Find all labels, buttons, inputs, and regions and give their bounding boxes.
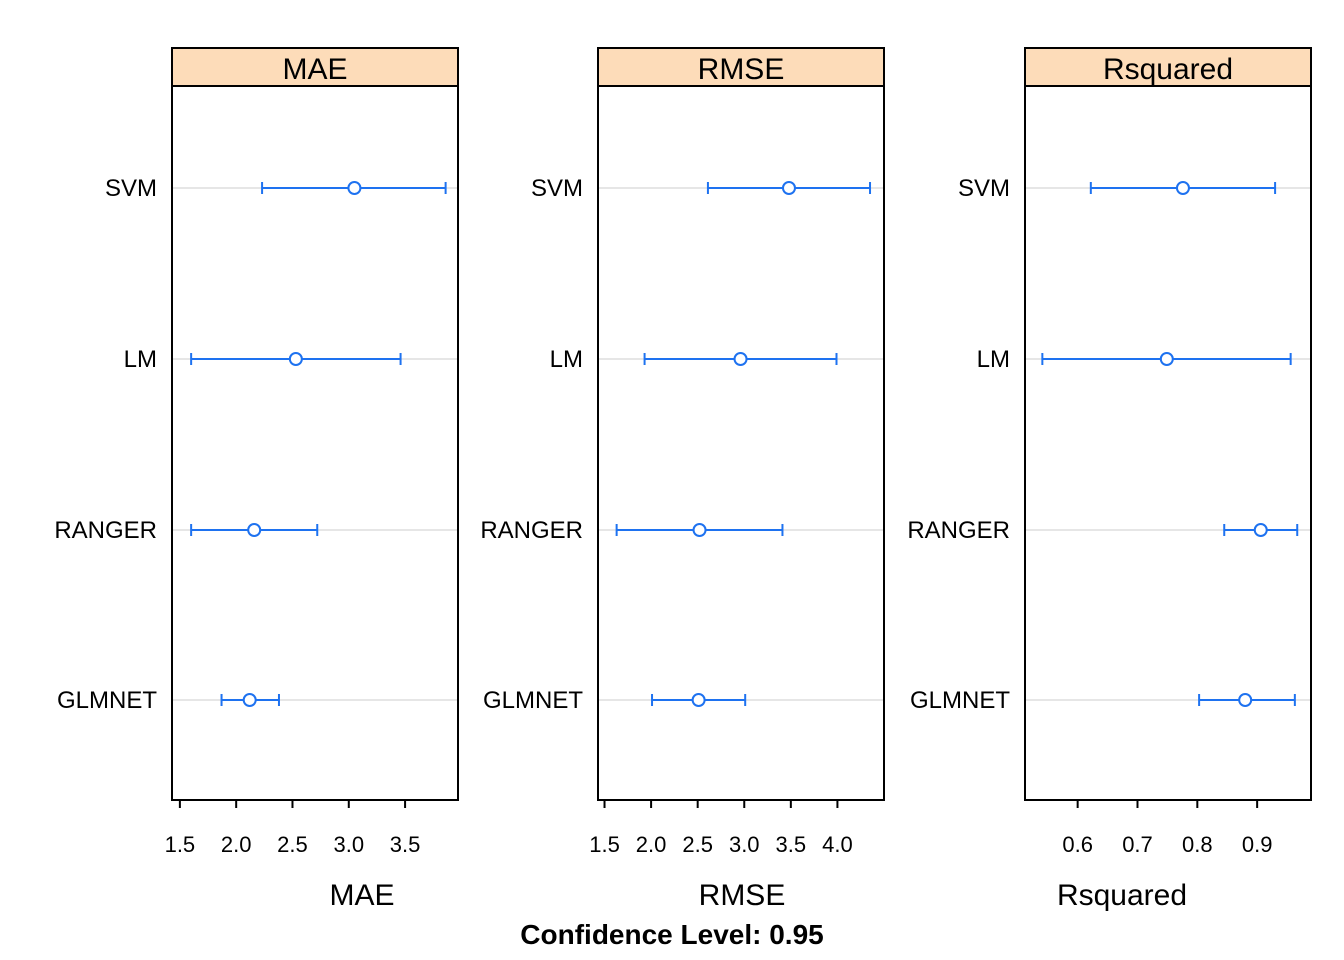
rsquared-strip-title: Rsquared [1103, 53, 1233, 86]
rsquared-point-glmnet [1238, 693, 1253, 707]
mae-point-ranger [247, 523, 262, 537]
rmse-axis-title: RMSE [699, 879, 786, 912]
rsquared-label-glmnet: GLMNET [910, 687, 1010, 714]
rmse-panel-frame [597, 85, 885, 801]
rsquared-point-svm [1175, 181, 1190, 195]
mae-strip [171, 47, 459, 87]
rsquared-tick-label-2: 0.8 [1182, 832, 1213, 857]
mae-tick-label-1: 2.0 [221, 832, 252, 857]
mae-tick-label-2: 2.5 [277, 832, 308, 857]
rmse-strip-title: RMSE [698, 53, 785, 86]
rmse-label-ranger: RANGER [480, 517, 583, 544]
rsquared-tick-label-3: 0.9 [1242, 832, 1273, 857]
mae-tick-label-3: 3.0 [333, 832, 364, 857]
rsquared-axis-title: Rsquared [1057, 879, 1187, 912]
rmse-tick-label-0: 1.5 [589, 832, 620, 857]
mae-label-ranger: RANGER [54, 517, 157, 544]
rmse-point-ranger [692, 523, 707, 537]
rmse-point-lm [733, 352, 748, 366]
mae-label-svm: SVM [105, 175, 157, 202]
rmse-tick-label-2: 2.5 [682, 832, 713, 857]
rmse-tick-label-1: 2.0 [636, 832, 667, 857]
mae-label-glmnet: GLMNET [57, 687, 157, 714]
rsquared-label-lm: LM [977, 346, 1010, 373]
mae-panel-frame [171, 85, 459, 801]
mae-point-lm [288, 352, 303, 366]
mae-tick-label-0: 1.5 [165, 832, 196, 857]
rsquared-panel-frame [1024, 85, 1312, 801]
rsquared-label-ranger: RANGER [907, 517, 1010, 544]
rsquared-point-lm [1159, 352, 1174, 366]
footer-caption: Confidence Level: 0.95 [520, 919, 823, 950]
rmse-tick-label-3: 3.0 [729, 832, 760, 857]
rmse-point-svm [781, 181, 796, 195]
rsquared-tick-label-0: 0.6 [1062, 832, 1093, 857]
rmse-label-svm: SVM [531, 175, 583, 202]
rmse-label-glmnet: GLMNET [483, 687, 583, 714]
mae-tick-label-4: 3.5 [390, 832, 421, 857]
rsquared-label-svm: SVM [958, 175, 1010, 202]
rmse-label-lm: LM [550, 346, 583, 373]
mae-point-svm [347, 181, 362, 195]
mae-axis-title: MAE [329, 879, 394, 912]
mae-strip-title: MAE [282, 53, 347, 86]
rsquared-tick-label-1: 0.7 [1122, 832, 1153, 857]
rmse-tick-label-4: 3.5 [776, 832, 807, 857]
rmse-point-glmnet [691, 693, 706, 707]
rmse-tick-label-5: 4.0 [822, 832, 853, 857]
mae-label-lm: LM [124, 346, 157, 373]
rsquared-point-ranger [1253, 523, 1268, 537]
mae-point-glmnet [242, 693, 257, 707]
